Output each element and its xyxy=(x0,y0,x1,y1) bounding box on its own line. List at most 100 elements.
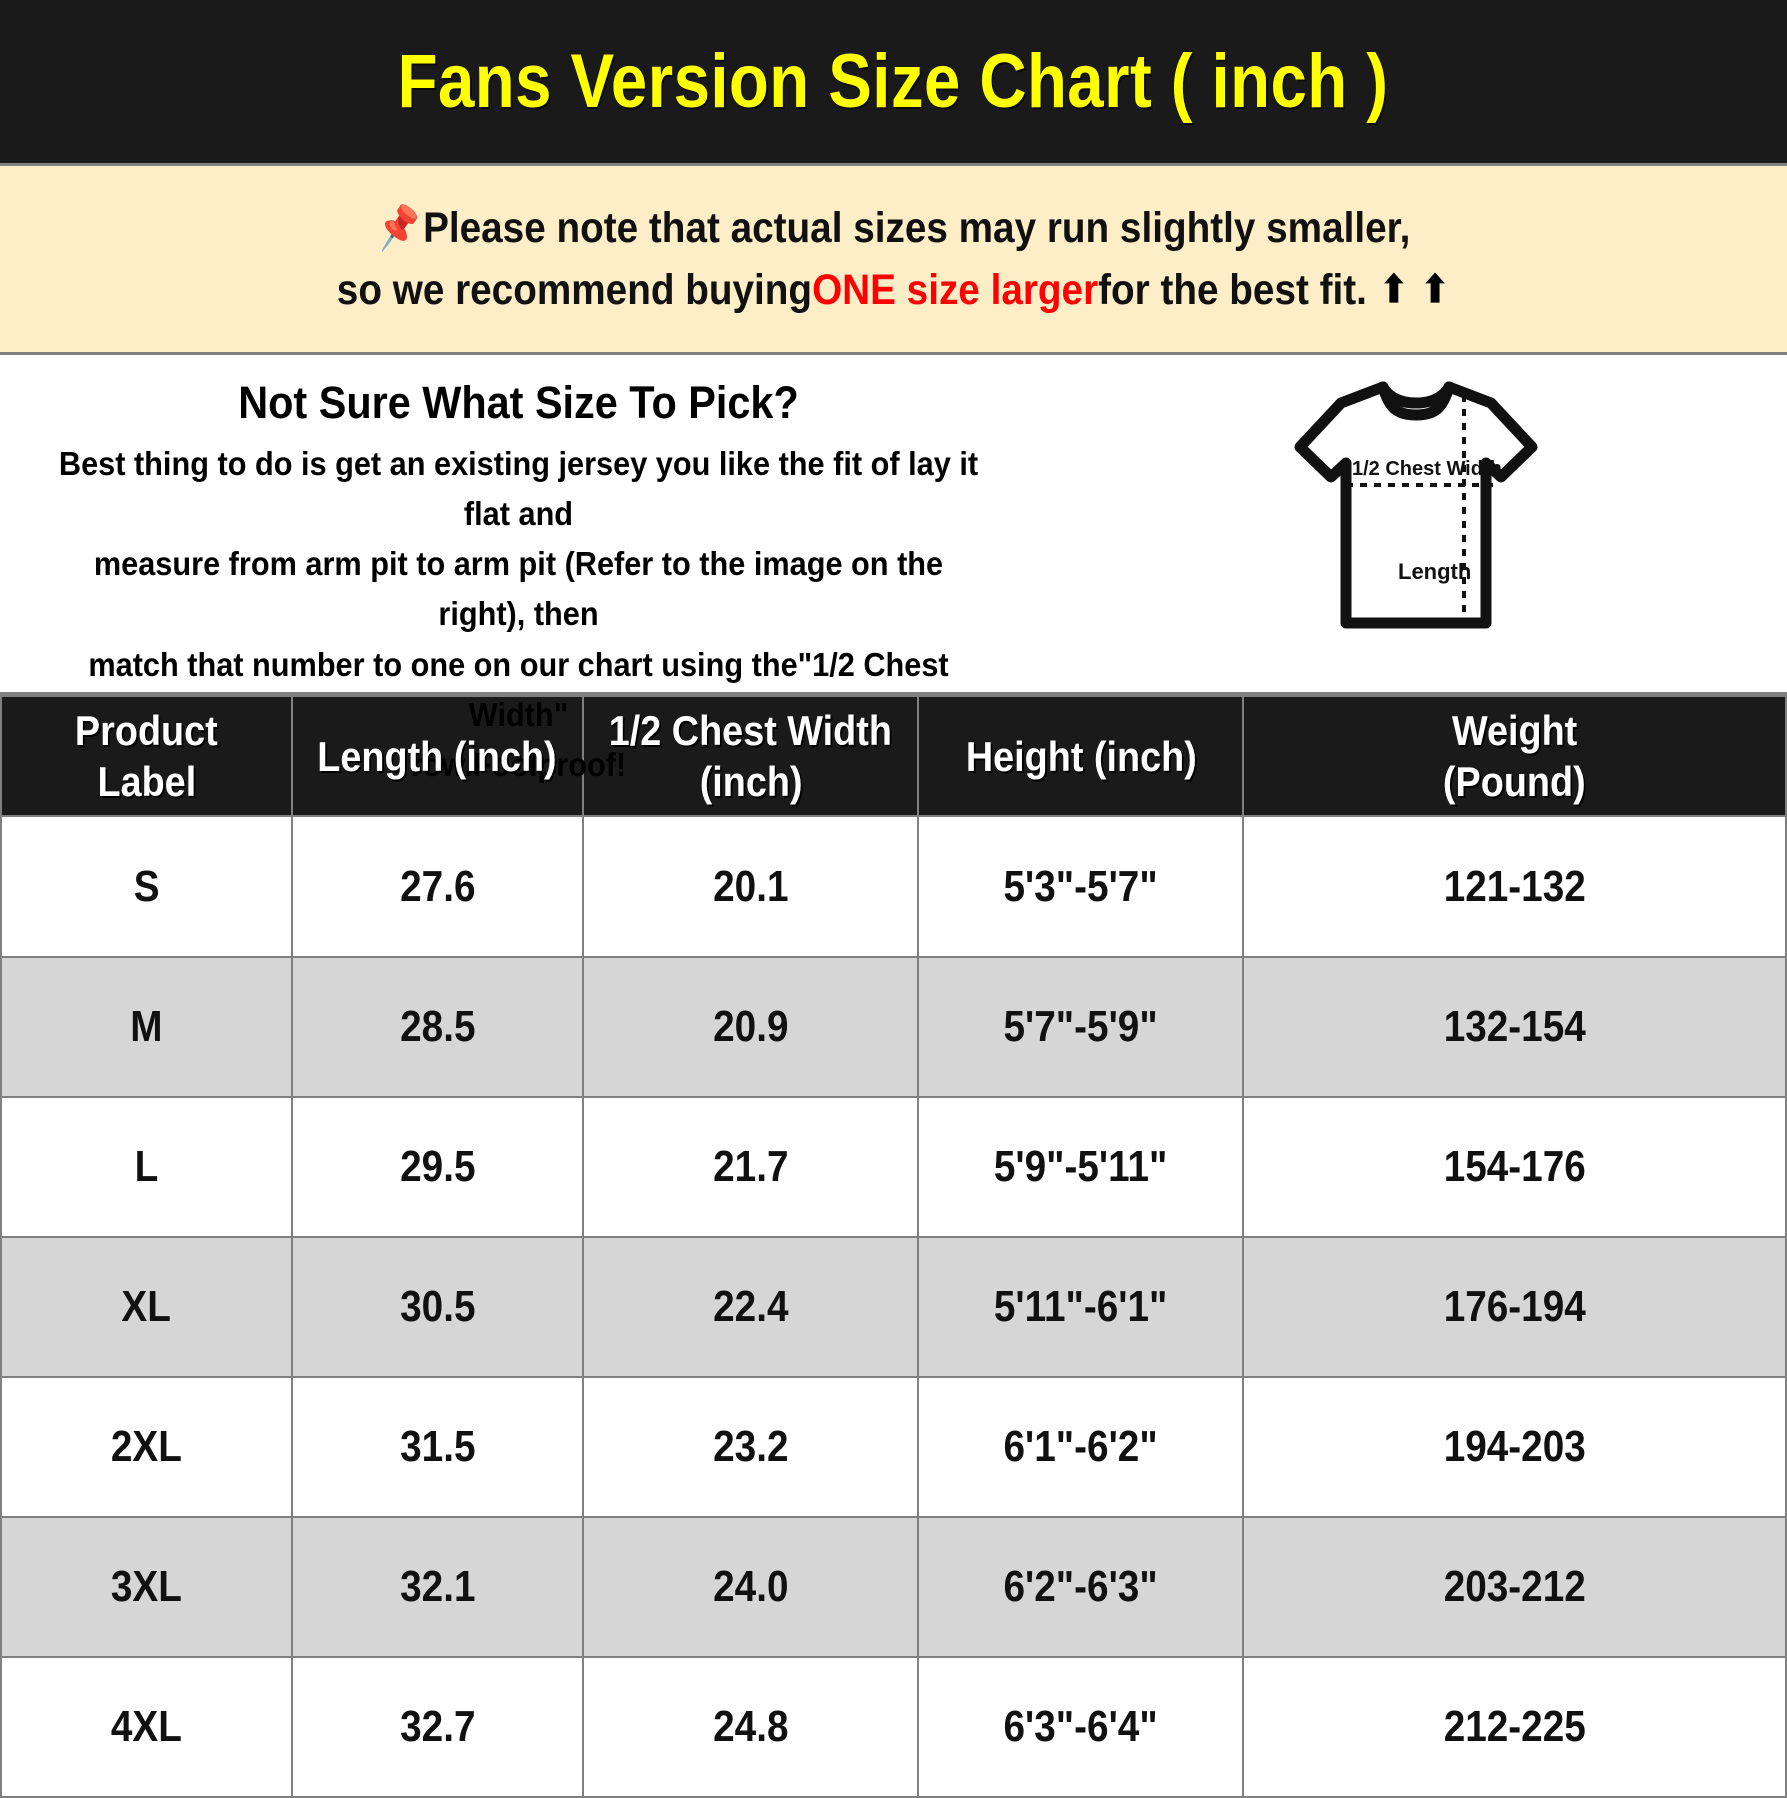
table-header-row: Product Label Length (inch) 1/2 Chest Wi… xyxy=(0,694,1787,818)
cell-text: 5'7"-5'9" xyxy=(1003,1001,1158,1051)
guidance-section: Not Sure What Size To Pick? Best thing t… xyxy=(0,355,1787,783)
cell-text: 212-225 xyxy=(1443,1701,1586,1751)
length-label: Length xyxy=(1398,559,1471,584)
header-line: (inch) xyxy=(699,758,803,806)
table-row: 3XL 32.1 24.0 6'2"-6'3" 203-212 xyxy=(0,1515,1787,1658)
cell-text: 23.2 xyxy=(713,1421,789,1471)
cell-chest: 22.4 xyxy=(581,1235,920,1378)
note-line-2-suffix: for the best fit. xyxy=(1098,266,1368,314)
chest-width-label: 1/2 Chest Width xyxy=(1352,458,1502,480)
arrow-up-icon: ⬆ xyxy=(1421,269,1450,312)
cell-chest: 20.9 xyxy=(581,955,920,1098)
cell-weight: 203-212 xyxy=(1242,1515,1787,1658)
size-chart-table: Product Label Length (inch) 1/2 Chest Wi… xyxy=(0,694,1787,1798)
cell-text: 203-212 xyxy=(1443,1561,1586,1611)
cell-text: M xyxy=(130,1001,163,1051)
guidance-body-line-2: measure from arm pit to arm pit (Refer t… xyxy=(93,545,944,633)
cell-weight: 132-154 xyxy=(1242,955,1787,1098)
guidance-text-block: Not Sure What Size To Pick? Best thing t… xyxy=(0,355,1045,790)
cell-weight: 176-194 xyxy=(1242,1235,1787,1378)
cell-text: 20.9 xyxy=(713,1001,789,1051)
sizing-note-band: 📌 Please note that actual sizes may run … xyxy=(0,163,1787,355)
cell-text: XL xyxy=(121,1281,172,1331)
guidance-heading: Not Sure What Size To Pick? xyxy=(238,377,799,428)
guidance-body-line-1: Best thing to do is get an existing jers… xyxy=(58,445,979,533)
cell-text: 24.8 xyxy=(713,1701,789,1751)
table-row: XL 30.5 22.4 5'11"-6'1" 176-194 xyxy=(0,1235,1787,1378)
cell-height: 6'2"-6'3" xyxy=(917,1515,1245,1658)
cell-length: 31.5 xyxy=(290,1375,584,1518)
column-header-length: Length (inch) xyxy=(290,694,584,818)
note-line-1: 📌 Please note that actual sizes may run … xyxy=(374,197,1411,259)
header-line: Label xyxy=(97,758,196,806)
chart-title-bar: Fans Version Size Chart ( inch ) xyxy=(0,0,1787,163)
guidance-body-line-3: match that number to one on our chart us… xyxy=(88,645,949,733)
cell-weight: 154-176 xyxy=(1242,1095,1787,1238)
cell-length: 32.1 xyxy=(290,1515,584,1658)
cell-text: 21.7 xyxy=(713,1141,789,1191)
arrow-up-icon: ⬆ xyxy=(1379,269,1409,312)
table-row: L 29.5 21.7 5'9"-5'11" 154-176 xyxy=(0,1095,1787,1238)
cell-text: L xyxy=(134,1141,159,1191)
column-header-weight: Weight (Pound) xyxy=(1242,694,1787,818)
table-row: M 28.5 20.9 5'7"-5'9" 132-154 xyxy=(0,955,1787,1098)
cell-text: 121-132 xyxy=(1443,861,1586,911)
note-emphasis: ONE size larger xyxy=(812,266,1099,314)
cell-text: 32.7 xyxy=(399,1701,476,1751)
cell-chest: 24.0 xyxy=(581,1515,920,1658)
cell-text: 32.1 xyxy=(399,1561,476,1611)
cell-product-label: L xyxy=(0,1095,293,1238)
header-line: Length (inch) xyxy=(317,732,558,780)
cell-text: 5'9"-5'11" xyxy=(994,1141,1168,1191)
cell-text: S xyxy=(133,861,160,911)
column-header-height: Height (inch) xyxy=(917,694,1245,818)
cell-product-label: 3XL xyxy=(0,1515,293,1658)
page-title: Fans Version Size Chart ( inch ) xyxy=(398,39,1389,124)
column-header-product-label: Product Label xyxy=(0,694,293,818)
cell-text: 5'11"-6'1" xyxy=(994,1281,1168,1331)
tshirt-body-outline xyxy=(1294,381,1538,629)
cell-height: 5'11"-6'1" xyxy=(917,1235,1245,1378)
cell-text: 176-194 xyxy=(1443,1281,1586,1331)
cell-length: 32.7 xyxy=(290,1655,584,1798)
cell-weight: 194-203 xyxy=(1242,1375,1787,1518)
cell-text: 27.6 xyxy=(399,861,476,911)
cell-text: 20.1 xyxy=(713,861,789,911)
header-line: Product xyxy=(75,707,218,754)
cell-text: 3XL xyxy=(110,1561,182,1611)
cell-product-label: 4XL xyxy=(0,1655,293,1798)
cell-text: 154-176 xyxy=(1443,1141,1586,1191)
table-header: Product Label Length (inch) 1/2 Chest Wi… xyxy=(0,694,1787,818)
cell-text: 30.5 xyxy=(399,1281,476,1331)
cell-text: 22.4 xyxy=(713,1281,789,1331)
table-row: 4XL 32.7 24.8 6'3"-6'4" 212-225 xyxy=(0,1655,1787,1798)
cell-text: 6'3"-6'4" xyxy=(1003,1701,1158,1751)
column-header-chest-width: 1/2 Chest Width (inch) xyxy=(581,694,920,818)
cell-text: 6'1"-6'2" xyxy=(1003,1421,1158,1471)
cell-weight: 212-225 xyxy=(1242,1655,1787,1798)
note-line-1-text: Please note that actual sizes may run sl… xyxy=(423,203,1411,252)
header-line: (Pound) xyxy=(1443,758,1587,806)
cell-height: 5'9"-5'11" xyxy=(917,1095,1245,1238)
guidance-body-line-4: row.Foolproof! xyxy=(410,745,627,783)
cell-length: 29.5 xyxy=(290,1095,584,1238)
cell-text: 5'3"-5'7" xyxy=(1003,861,1158,911)
cell-text: 2XL xyxy=(110,1421,182,1471)
cell-text: 4XL xyxy=(110,1701,182,1751)
cell-length: 30.5 xyxy=(290,1235,584,1378)
cell-product-label: 2XL xyxy=(0,1375,293,1518)
cell-weight: 121-132 xyxy=(1242,815,1787,958)
cell-height: 6'1"-6'2" xyxy=(917,1375,1245,1518)
tshirt-illustration-wrap: 1/2 Chest Width Length xyxy=(1045,355,1787,635)
note-line-2: so we recommend buying ONE size larger f… xyxy=(337,259,1450,321)
cell-text: 132-154 xyxy=(1443,1001,1586,1051)
header-line: Height (inch) xyxy=(965,732,1197,780)
header-line: 1/2 Chest Width xyxy=(609,707,893,754)
cell-text: 31.5 xyxy=(399,1421,476,1471)
note-line-2-prefix: so we recommend buying xyxy=(337,266,813,314)
table-row: S 27.6 20.1 5'3"-5'7" 121-132 xyxy=(0,815,1787,958)
cell-length: 28.5 xyxy=(290,955,584,1098)
cell-text: 29.5 xyxy=(399,1141,476,1191)
cell-text: 6'2"-6'3" xyxy=(1003,1561,1158,1611)
